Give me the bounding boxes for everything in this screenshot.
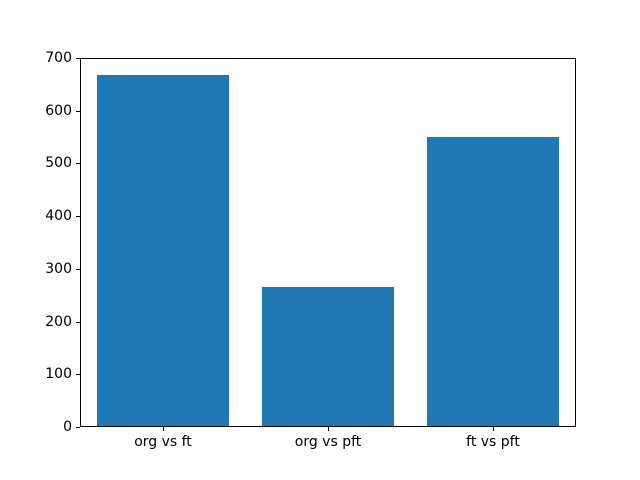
y-tick-mark xyxy=(76,216,80,217)
bar-org-vs-pft xyxy=(262,287,394,426)
x-tick-mark xyxy=(493,427,494,431)
x-tick-label: org vs ft xyxy=(134,434,192,450)
y-tick-label: 600 xyxy=(45,103,72,119)
y-tick-mark xyxy=(76,269,80,270)
y-tick-mark xyxy=(76,427,80,428)
y-tick-label: 500 xyxy=(45,155,72,171)
y-tick-mark xyxy=(76,58,80,59)
y-tick-label: 200 xyxy=(45,314,72,330)
bar-ft-vs-pft xyxy=(426,136,559,426)
y-tick-mark xyxy=(76,374,80,375)
y-tick-mark xyxy=(76,322,80,323)
y-tick-mark xyxy=(76,163,80,164)
x-tick-label: org vs pft xyxy=(294,434,362,450)
x-tick-label: ft vs pft xyxy=(466,434,520,450)
bar-org-vs-ft xyxy=(97,74,230,426)
y-tick-label: 100 xyxy=(45,366,72,382)
y-tick-label: 400 xyxy=(45,208,72,224)
x-tick-mark xyxy=(163,427,164,431)
y-tick-label: 0 xyxy=(63,419,72,435)
y-tick-label: 700 xyxy=(45,50,72,66)
y-tick-mark xyxy=(76,111,80,112)
plot-area xyxy=(80,58,576,427)
y-tick-label: 300 xyxy=(45,261,72,277)
x-tick-mark xyxy=(328,427,329,431)
